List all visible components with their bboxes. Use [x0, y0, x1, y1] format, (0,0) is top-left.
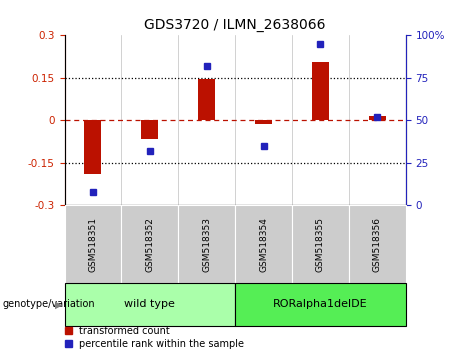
- Text: ▶: ▶: [55, 299, 62, 309]
- Text: GSM518353: GSM518353: [202, 217, 211, 272]
- Bar: [142, 120, 159, 139]
- Title: GDS3720 / ILMN_2638066: GDS3720 / ILMN_2638066: [144, 18, 326, 32]
- Text: GSM518351: GSM518351: [89, 217, 97, 272]
- Text: GSM518356: GSM518356: [373, 217, 382, 272]
- Text: wild type: wild type: [124, 299, 175, 309]
- Bar: [198, 79, 215, 120]
- Bar: [312, 62, 329, 120]
- Legend: transformed count, percentile rank within the sample: transformed count, percentile rank withi…: [65, 326, 244, 349]
- Text: RORalpha1delDE: RORalpha1delDE: [273, 299, 368, 309]
- Text: genotype/variation: genotype/variation: [2, 299, 95, 309]
- Text: GSM518354: GSM518354: [259, 217, 268, 272]
- Bar: [84, 120, 101, 174]
- Text: GSM518355: GSM518355: [316, 217, 325, 272]
- Text: GSM518352: GSM518352: [145, 217, 154, 272]
- Bar: [369, 116, 386, 120]
- Bar: [255, 120, 272, 124]
